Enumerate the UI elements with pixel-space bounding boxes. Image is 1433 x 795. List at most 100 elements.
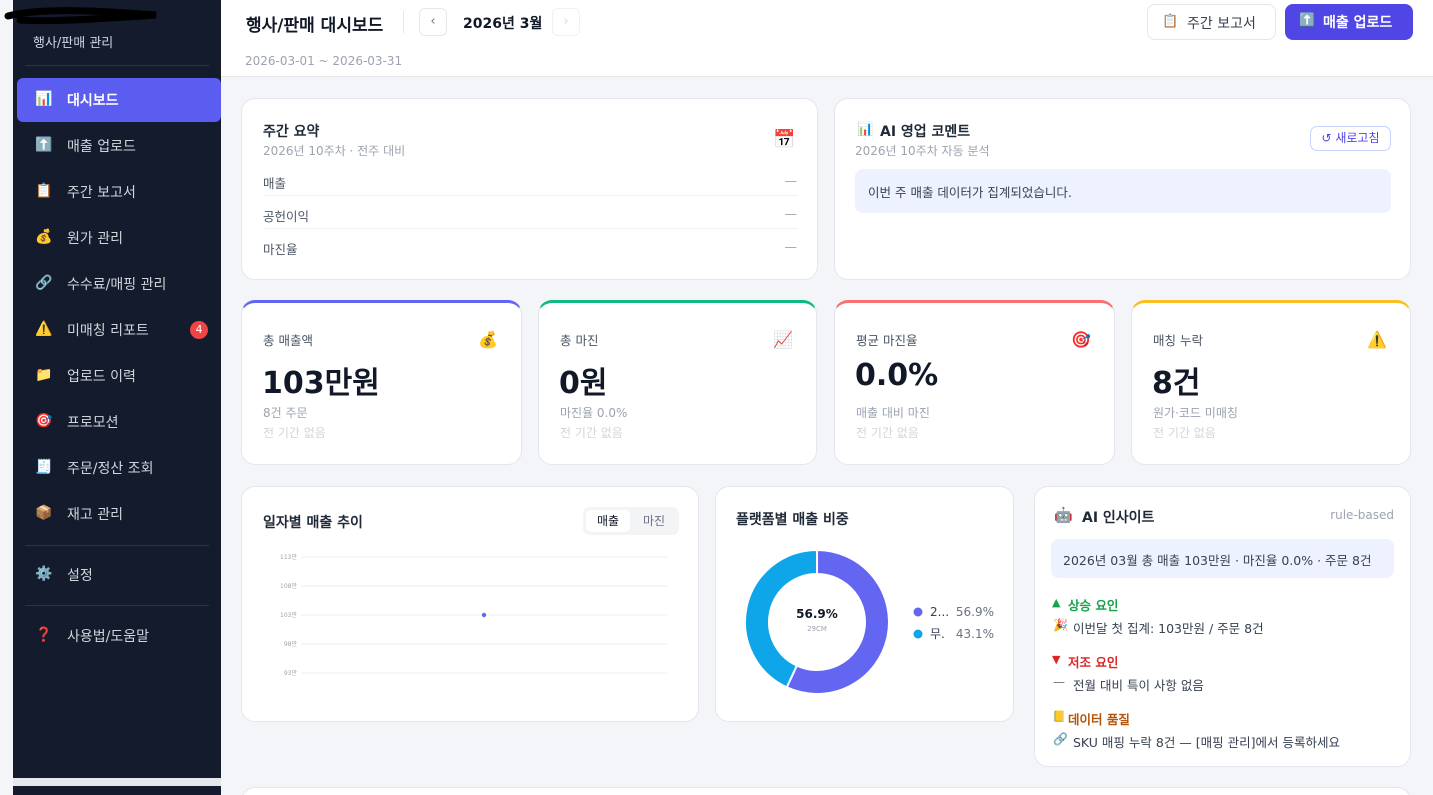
nav-item[interactable]: 💰 원가 관리	[17, 216, 221, 260]
nav-icon: 🎯	[35, 413, 53, 429]
insight-summary: 2026년 03월 총 매출 103만원 · 마진율 0.0% · 주문 8건	[1051, 539, 1394, 578]
nav-item[interactable]: ⚙️ 설정	[17, 553, 221, 597]
weekly-report-button[interactable]: 📋 주간 보고서	[1147, 4, 1276, 40]
daily-trend-card: 일자별 매출 추이 매출 마진 113만 108만 103만 98만 93만	[241, 486, 699, 722]
card-subtitle: 2026년 10주차 · 전주 대비	[263, 144, 406, 158]
kpi-sub: 원가·코드 미매칭	[1153, 406, 1238, 420]
legend-label: 무.	[930, 627, 945, 641]
nav-label: 업로드 이력	[67, 369, 136, 385]
nav-label: 대시보드	[67, 93, 119, 109]
nav-item[interactable]: 📁 업로드 이력	[17, 354, 221, 398]
nav-item[interactable]: 📊 대시보드	[17, 78, 221, 122]
summary-value: —	[784, 173, 798, 188]
kpi-sub: 마진율 0.0%	[560, 406, 628, 420]
kpi-card: 총 마진 📈 0원 마진율 0.0% 전 기간 없음	[538, 300, 817, 465]
insight-item-icon: —	[1053, 675, 1065, 689]
summary-label: 매출	[263, 176, 287, 191]
donut-slice	[744, 548, 818, 689]
insight-item-text: 이번달 첫 집계: 103만원 / 주문 8건	[1073, 621, 1264, 636]
nav-icon: 📋	[35, 183, 53, 199]
kpi-card: 총 매출액 💰 103만원 8건 주문 전 기간 없음	[241, 300, 522, 465]
summary-value: —	[784, 206, 798, 221]
button-label: 주간 보고서	[1187, 16, 1256, 32]
nav-active-bg	[17, 78, 221, 122]
y-tick-label: 103만	[280, 611, 297, 619]
comment-message: 이번 주 매출 데이터가 집계되었습니다.	[855, 169, 1391, 213]
ai-insight-card: 🤖 AI 인사이트 rule-based 2026년 03월 총 매출 103만원 ·…	[1034, 486, 1411, 767]
nav-item[interactable]: ⬆️ 매출 업로드	[17, 124, 221, 168]
kpi-label: 평균 마진율	[856, 333, 918, 348]
kpi-value: 103만원	[262, 366, 380, 401]
nav-icon: 🔗	[35, 275, 53, 291]
nav-label: 원가 관리	[67, 231, 123, 247]
line-chart: 113만 108만 103만 98만 93만	[280, 553, 667, 677]
date-range: 2026-03-01 ~ 2026-03-31	[245, 54, 403, 68]
insight-item-icon: 🎉	[1053, 618, 1068, 632]
kpi-sub: 8건 주문	[263, 406, 308, 420]
nav-icon: 📁	[35, 367, 53, 383]
page-title: 행사/판매 대시보드	[246, 16, 384, 36]
button-label: 매출 업로드	[1323, 15, 1393, 31]
legend-dot	[913, 607, 923, 617]
sidebar-divider	[25, 605, 209, 606]
donut-center-value: 56.9%	[796, 607, 838, 621]
nav-label: 주간 보고서	[67, 185, 136, 201]
kpi-icon: 🎯	[1071, 330, 1091, 349]
nav-item[interactable]: ⚠️ 미매칭 리포트 4	[17, 308, 221, 352]
nav-item[interactable]: 🧾 주문/정산 조회	[17, 446, 221, 490]
nav-icon: 🧾	[35, 459, 53, 475]
insight-item-text: 전월 대비 특이 사항 없음	[1073, 678, 1204, 693]
nav-item[interactable]: 🎯 프로모션	[17, 400, 221, 444]
refresh-button[interactable]: ↺ 새로고침	[1310, 126, 1391, 151]
nav-label: 설정	[67, 568, 93, 584]
sidebar-subtitle: 행사/판매 관리	[33, 36, 114, 51]
kpi-card: 평균 마진율 🎯 0.0% 매출 대비 마진 전 기간 없음	[834, 300, 1115, 465]
header-divider	[403, 11, 404, 33]
upload-button[interactable]: ⬆️ 매출 업로드	[1285, 4, 1413, 40]
platform-share-card: 플랫폼별 매출 비중 2... 56.9% 무. 43.1% 56.9% 29CM	[715, 486, 1014, 722]
donut-chart: 2... 56.9% 무. 43.1% 56.9% 29CM	[744, 548, 994, 695]
nav-item[interactable]: 📋 주간 보고서	[17, 170, 221, 214]
nav-item[interactable]: 🔗 수수료/매핑 관리	[17, 262, 221, 306]
button-icon: 📋	[1162, 14, 1179, 29]
section-marker: 📒	[1052, 710, 1066, 723]
summary-value: —	[784, 239, 798, 254]
redacted-brand	[4, 7, 157, 25]
kpi-value: 0.0%	[855, 358, 939, 393]
current-month: 2026년 3월	[463, 16, 543, 32]
kpi-label: 매칭 누락	[1153, 333, 1203, 348]
nav-icon: 📊	[35, 91, 53, 107]
ai-comment-card: 📊 AI 영업 코멘트 2026년 10주차 자동 분석 ↺ 새로고침 이번 주 매출 …	[834, 98, 1411, 280]
sidebar-divider	[25, 65, 209, 66]
donut-center-label: 29CM	[807, 625, 827, 633]
section-marker: ▼	[1052, 653, 1061, 666]
next-month-button[interactable]: ›	[552, 8, 580, 36]
card-title: 플랫폼별 매출 비중	[736, 512, 849, 528]
card-icon: 🤖	[1054, 506, 1073, 524]
kpi-label: 총 매출액	[263, 333, 313, 348]
nav-label: 매출 업로드	[67, 139, 136, 155]
kpi-note: 전 기간 없음	[560, 426, 623, 440]
y-tick-label: 113만	[280, 553, 297, 561]
legend-dot	[913, 629, 923, 639]
insight-item-icon: 🔗	[1053, 732, 1068, 746]
nav-icon: ⚠️	[35, 321, 53, 337]
section-heading: 저조 요인	[1068, 655, 1119, 670]
prev-month-button[interactable]: ‹	[419, 8, 447, 36]
line-point	[481, 612, 487, 618]
nav-item[interactable]: ❓ 사용법/도움말	[17, 614, 221, 658]
nav-label: 미매칭 리포트	[67, 323, 149, 339]
kpi-sub: 매출 대비 마진	[856, 406, 930, 420]
bottom-card	[241, 787, 1411, 795]
y-tick-label: 108만	[280, 582, 297, 590]
legend-value: 56.9%	[956, 605, 994, 619]
nav-icon: ⬆️	[35, 137, 53, 153]
insight-item-text: SKU 매핑 누락 8건 — [매핑 관리]에서 등록하세요	[1073, 735, 1340, 750]
kpi-label: 총 마진	[560, 333, 599, 348]
nav-item[interactable]: 📦 재고 관리	[17, 492, 221, 536]
nav-label: 재고 관리	[67, 507, 123, 523]
nav-label: 프로모션	[67, 415, 119, 431]
card-title: AI 영업 코멘트	[880, 124, 971, 140]
chart-tab[interactable]: 매출	[586, 510, 630, 532]
chart-tab[interactable]: 마진	[642, 514, 666, 528]
